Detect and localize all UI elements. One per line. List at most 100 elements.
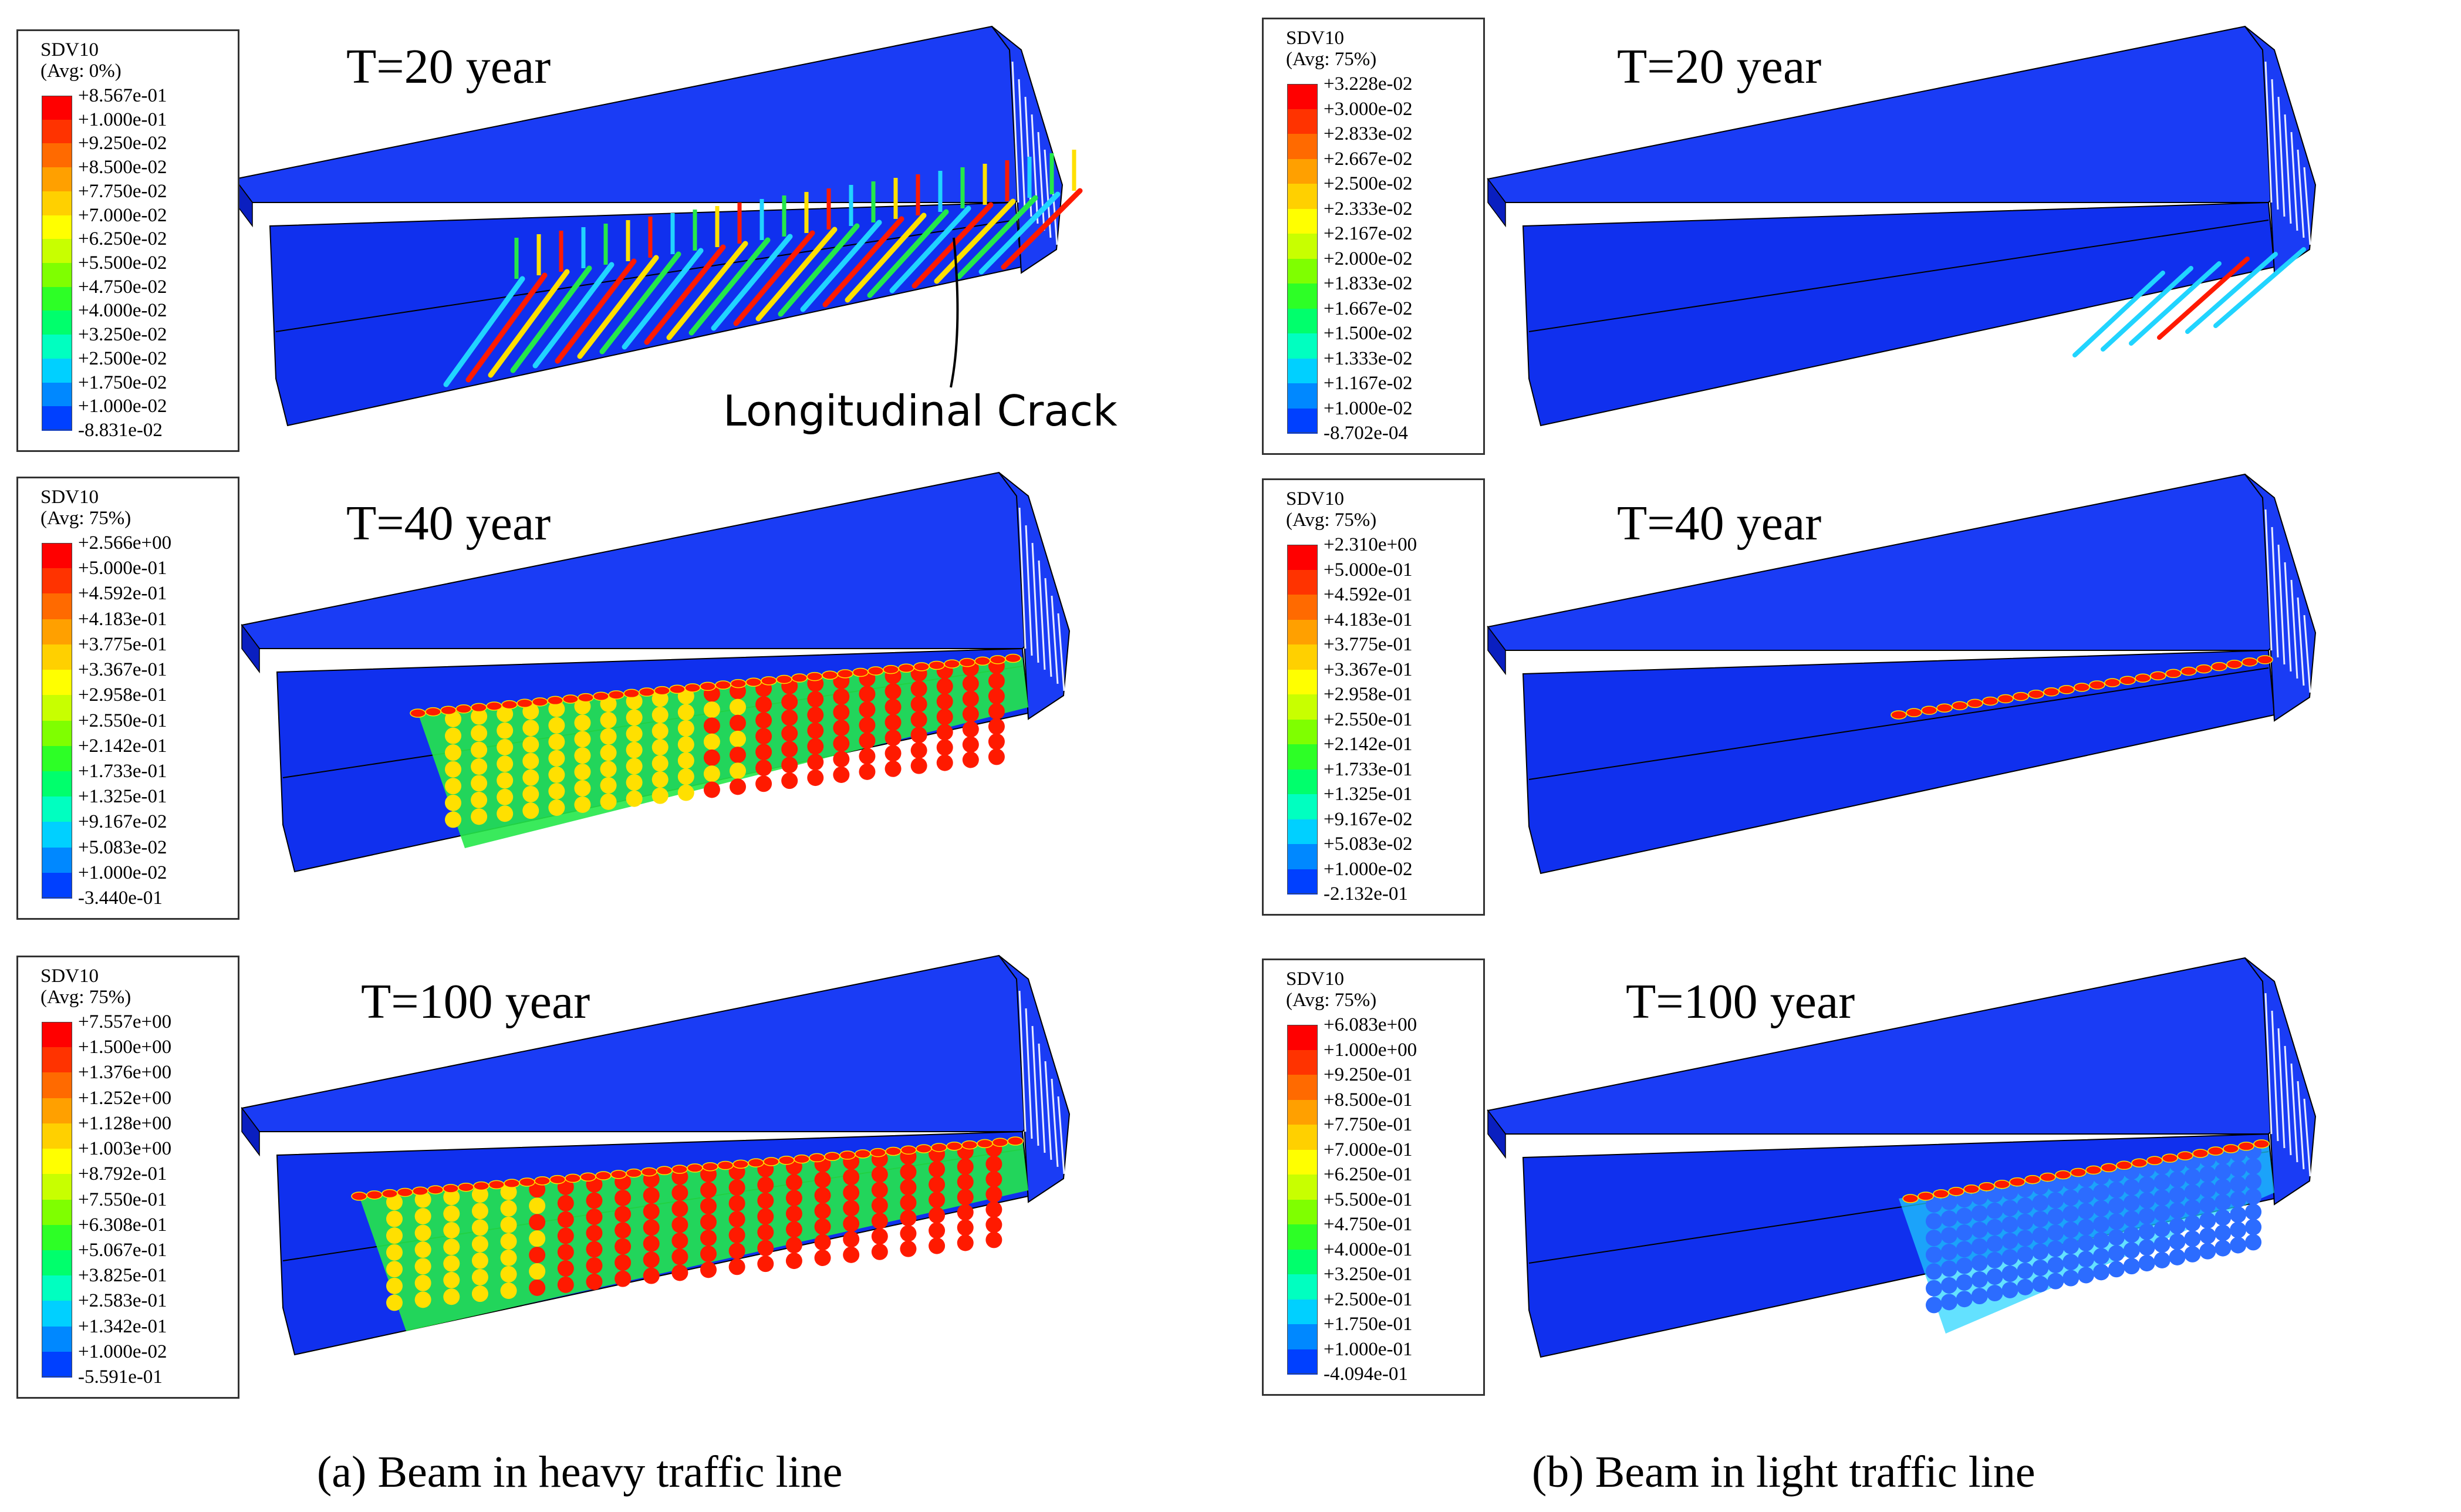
crack-stripe	[510, 265, 592, 373]
damage-cell	[626, 758, 643, 775]
damage-cell	[2017, 1197, 2034, 1214]
damage-cell	[522, 720, 539, 737]
damage-cell	[445, 744, 461, 761]
longitudinal-band-cell	[778, 1156, 795, 1165]
longitudinal-band-cell	[992, 1138, 1008, 1147]
beam-bottom-face	[1522, 201, 2276, 427]
damage-cell	[2123, 1226, 2140, 1243]
legend-swatch	[42, 771, 72, 798]
longitudinal-band-cell	[2040, 1172, 2056, 1182]
legend-value: +1.500e-02	[1324, 323, 1413, 344]
longitudinal-band-cell	[565, 1173, 581, 1183]
damage-cell	[2169, 1248, 2186, 1265]
legend-swatch	[1287, 234, 1318, 259]
longitudinal-band-cell	[473, 1181, 490, 1191]
damage-cell	[871, 1166, 888, 1183]
legend-swatch	[42, 358, 72, 383]
longitudinal-band-cell	[959, 657, 975, 667]
legend-swatch	[1287, 284, 1318, 309]
longitudinal-band-cell	[2070, 1167, 2087, 1177]
legend-swatch	[42, 1047, 72, 1074]
damage-cell	[728, 1179, 745, 1196]
longitudinal-band-cell	[839, 1150, 856, 1160]
damage-cell	[2062, 1237, 2079, 1254]
damage-cell	[781, 741, 798, 758]
longitudinal-band-cell	[931, 1143, 947, 1152]
legend-value: +1.000e-02	[78, 1341, 167, 1362]
legend-value: +4.750e-01	[1324, 1214, 1413, 1235]
damage-cell	[703, 781, 720, 798]
longitudinal-band-cell	[944, 659, 960, 669]
longitudinal-band-cell	[351, 1192, 367, 1201]
damage-cell	[677, 784, 694, 801]
damage-cell	[548, 799, 565, 816]
damage-cell	[1971, 1221, 1988, 1238]
damage-cell	[807, 770, 824, 787]
beam-top-face	[1487, 25, 2276, 203]
damage-cell	[445, 727, 461, 744]
damage-cell	[814, 1218, 831, 1235]
legend-value: +3.250e-01	[1324, 1264, 1413, 1285]
damage-cell	[2078, 1251, 2095, 1268]
legend-swatch	[1287, 744, 1318, 770]
legend-value: +2.142e-01	[1324, 734, 1413, 755]
legend-swatch	[1287, 694, 1318, 720]
legend-swatch	[1287, 184, 1318, 210]
legend-swatch	[1287, 1274, 1318, 1300]
damage-cell	[626, 709, 643, 726]
damage-cell	[2123, 1179, 2140, 1196]
longitudinal-band-cell	[455, 704, 472, 714]
stiffener-line	[1025, 525, 1033, 656]
legend-value: +1.167e-02	[1324, 373, 1413, 394]
legend-value: +7.000e-01	[1324, 1139, 1413, 1160]
damage-cell	[985, 1201, 1002, 1218]
legend-value: +1.000e-02	[78, 862, 167, 883]
damage-cell	[471, 725, 488, 742]
stiffener-line	[1051, 595, 1059, 684]
legend-box: SDV10 (Avg: 75%) +2.310e+00 +5.000e-01 +4.59…	[1262, 478, 1485, 916]
damage-cell	[2047, 1273, 2064, 1290]
damage-cell	[2169, 1171, 2186, 1188]
longitudinal-band-cell	[745, 677, 762, 687]
longitudinal-band-cell	[961, 1140, 978, 1150]
damage-cell	[445, 794, 461, 811]
legend-value: +1.750e-01	[1324, 1314, 1413, 1335]
damage-cell	[500, 1200, 517, 1217]
damage-cell	[755, 728, 772, 745]
damage-cell	[471, 1285, 488, 1302]
legend-value: +7.550e-01	[78, 1189, 167, 1210]
damage-cell	[703, 749, 720, 766]
damage-cell	[957, 1204, 974, 1221]
longitudinal-band-cell	[2101, 1163, 2117, 1173]
longitudinal-band-cell	[2009, 1177, 2025, 1187]
longitudinal-band-cell	[519, 1177, 535, 1187]
damage-cell	[936, 693, 953, 710]
longitudinal-band-cell	[639, 687, 655, 697]
longitudinal-band-cell	[562, 694, 579, 704]
damage-cell	[988, 718, 1005, 735]
damage-cell	[1986, 1235, 2003, 1252]
damage-cell	[1940, 1294, 1957, 1311]
longitudinal-band-cell	[656, 1166, 673, 1176]
damage-cell	[643, 1187, 660, 1204]
crack-stripe	[889, 205, 971, 293]
longitudinal-band-cell	[2180, 666, 2197, 676]
caption-heavy-traffic: (a) Beam in heavy traffic line	[317, 1447, 843, 1497]
longitudinal-band-cell	[440, 706, 457, 715]
damage-cell	[651, 787, 669, 804]
legend-swatch	[1287, 794, 1318, 820]
damage-cell	[2032, 1211, 2049, 1228]
damage-cell	[730, 762, 746, 779]
legend-value: +8.567e-01	[78, 85, 167, 106]
damage-cell	[843, 1215, 860, 1232]
damage-cell	[757, 1224, 774, 1241]
damage-cell	[2108, 1229, 2125, 1246]
damage-cell	[859, 748, 876, 765]
longitudinal-band-cell	[580, 1172, 596, 1182]
legend-value: +5.500e-01	[1324, 1189, 1413, 1210]
damage-cell	[1986, 1268, 2003, 1285]
legend-swatch	[42, 670, 72, 696]
damage-cell	[1940, 1244, 1957, 1261]
legend-value: +5.083e-02	[78, 836, 167, 858]
damage-cell	[2093, 1216, 2109, 1233]
